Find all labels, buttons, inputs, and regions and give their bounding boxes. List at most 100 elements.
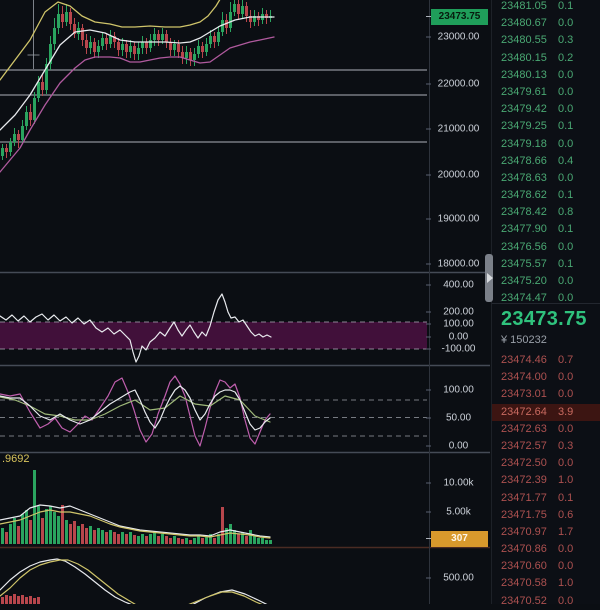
- bid-row[interactable]: 23470.86 0.0: [492, 541, 600, 558]
- ask-row[interactable]: 23477.90 0.1: [492, 221, 600, 238]
- ask-row[interactable]: 23479.25 0.1: [492, 118, 600, 135]
- order-price: 23479.42: [501, 103, 547, 116]
- order-qty: 0.0: [558, 422, 574, 435]
- order-price: 23470.86: [501, 543, 547, 556]
- axis-label: 500.00: [443, 572, 474, 584]
- bid-row[interactable]: 23470.97 1.7: [492, 524, 600, 541]
- order-qty: 0.1: [558, 257, 574, 270]
- bid-row[interactable]: 23472.64 3.9: [492, 403, 600, 421]
- order-price: 23472.50: [501, 457, 547, 470]
- ask-row[interactable]: 23475.20 0.0: [492, 273, 600, 290]
- ask-row[interactable]: 23474.47 0.0: [492, 290, 600, 307]
- chart-canvas: [0, 0, 490, 604]
- ask-list: 23481.05 0.1 23480.67 0.0 23480.55 0.3 23480.1…: [492, 0, 600, 307]
- ask-row[interactable]: 23479.42 0.0: [492, 101, 600, 118]
- order-qty: 0.0: [558, 457, 574, 470]
- axis-label: 22000.00: [437, 78, 480, 90]
- axis-label: 21000.00: [437, 123, 480, 135]
- order-price: 23480.13: [501, 68, 547, 81]
- order-price: 23471.75: [501, 508, 547, 521]
- volume-tick: [426, 538, 431, 539]
- bid-row[interactable]: 23473.01 0.0: [492, 386, 600, 403]
- order-price: 23474.47: [501, 292, 547, 305]
- order-qty: 0.0: [558, 171, 574, 184]
- order-price: 23475.20: [501, 275, 547, 287]
- order-price: 23476.56: [501, 240, 547, 253]
- order-qty: 0.6: [558, 508, 574, 521]
- last-price-tick: [426, 16, 431, 17]
- axis-label: 10.00k: [443, 477, 474, 489]
- order-qty: 0.0: [558, 17, 574, 30]
- bid-row[interactable]: 23474.46 0.7: [492, 352, 600, 369]
- order-qty: 0.0: [558, 292, 574, 305]
- axis-label: 0.00: [448, 440, 469, 452]
- bid-row[interactable]: 23470.58 1.0: [492, 575, 600, 592]
- order-price: 23474.00: [501, 371, 547, 384]
- order-qty: 0.1: [558, 120, 574, 133]
- order-qty: 0.0: [558, 275, 574, 287]
- bid-row[interactable]: 23472.57 0.3: [492, 438, 600, 455]
- ask-row[interactable]: 23479.18 0.0: [492, 136, 600, 153]
- axis-label: 18000.00: [437, 258, 480, 270]
- order-price: 23480.15: [501, 51, 547, 64]
- bid-row[interactable]: 23470.52 0.0: [492, 593, 600, 610]
- ask-row[interactable]: 23478.63 0.0: [492, 170, 600, 187]
- ask-row[interactable]: 23481.05 0.1: [492, 0, 600, 15]
- order-qty: 0.0: [558, 560, 574, 573]
- ask-row[interactable]: 23478.42 0.8: [492, 204, 600, 221]
- bid-row[interactable]: 23471.77 0.1: [492, 490, 600, 507]
- last-price-tag: 23473.75: [431, 9, 488, 25]
- ask-row[interactable]: 23480.55 0.3: [492, 32, 600, 49]
- bid-row[interactable]: 23472.50 0.0: [492, 455, 600, 472]
- axis-label: 20000.00: [437, 169, 480, 181]
- order-qty: 0.0: [558, 543, 574, 556]
- chart-area[interactable]: [0, 0, 490, 604]
- bid-list: 23474.46 0.7 23474.00 0.0 23473.01 0.0 23472.6…: [492, 352, 600, 610]
- order-qty: 0.3: [558, 34, 574, 47]
- order-qty: 0.0: [558, 594, 574, 607]
- order-qty: 0.0: [558, 240, 574, 253]
- ask-row[interactable]: 23479.61 0.0: [492, 84, 600, 101]
- axis-label: 5.00k: [446, 506, 471, 518]
- last-trade-block[interactable]: 23473.75 ¥ 150232: [492, 303, 600, 353]
- ask-row[interactable]: 23480.67 0.0: [492, 15, 600, 32]
- axis-label: 0.00: [448, 331, 469, 343]
- order-price: 23478.66: [501, 154, 547, 167]
- current-volume-tag: 307: [431, 531, 488, 547]
- last-trade-turnover: ¥ 150232: [501, 334, 547, 346]
- order-price: 23470.58: [501, 577, 547, 590]
- ask-row[interactable]: 23478.62 0.1: [492, 187, 600, 204]
- bid-row[interactable]: 23472.63 0.0: [492, 421, 600, 438]
- ask-row[interactable]: 23480.15 0.2: [492, 50, 600, 67]
- ask-row[interactable]: 23478.66 0.4: [492, 153, 600, 170]
- order-qty: 0.4: [558, 154, 574, 167]
- bid-row[interactable]: 23474.00 0.0: [492, 369, 600, 386]
- order-price: 23470.60: [501, 560, 547, 573]
- order-qty: 0.8: [558, 206, 574, 219]
- ask-row[interactable]: 23475.57 0.1: [492, 256, 600, 273]
- axis-label: 100.00: [443, 318, 474, 330]
- order-price: 23477.90: [501, 223, 547, 236]
- bid-row[interactable]: 23470.60 0.0: [492, 558, 600, 575]
- order-price: 23472.64: [501, 405, 547, 418]
- order-price: 23474.46: [501, 354, 547, 366]
- order-price: 23472.39: [501, 474, 547, 487]
- order-qty: 0.0: [558, 137, 574, 150]
- order-qty: 1.7: [558, 525, 574, 538]
- ask-row[interactable]: 23476.56 0.0: [492, 239, 600, 256]
- bid-row[interactable]: 23472.39 1.0: [492, 472, 600, 489]
- order-qty: 3.9: [558, 405, 574, 418]
- bid-row[interactable]: 23471.75 0.6: [492, 507, 600, 524]
- order-qty: 0.0: [558, 68, 574, 81]
- order-qty: 1.0: [558, 577, 574, 590]
- ask-row[interactable]: 23480.13 0.0: [492, 67, 600, 84]
- axis-label: 50.00: [445, 412, 472, 424]
- volume-ma-value-label: .9692: [2, 453, 30, 465]
- axis-label: 23000.00: [437, 31, 480, 43]
- axis-label: 19000.00: [437, 213, 480, 225]
- order-qty: 0.2: [558, 51, 574, 64]
- scrollbar-arrow-icon[interactable]: [487, 273, 493, 283]
- price-axis[interactable]: 23000.00 22000.00 21000.00 20000.00 19000.00…: [430, 0, 490, 604]
- order-price: 23470.97: [501, 525, 547, 538]
